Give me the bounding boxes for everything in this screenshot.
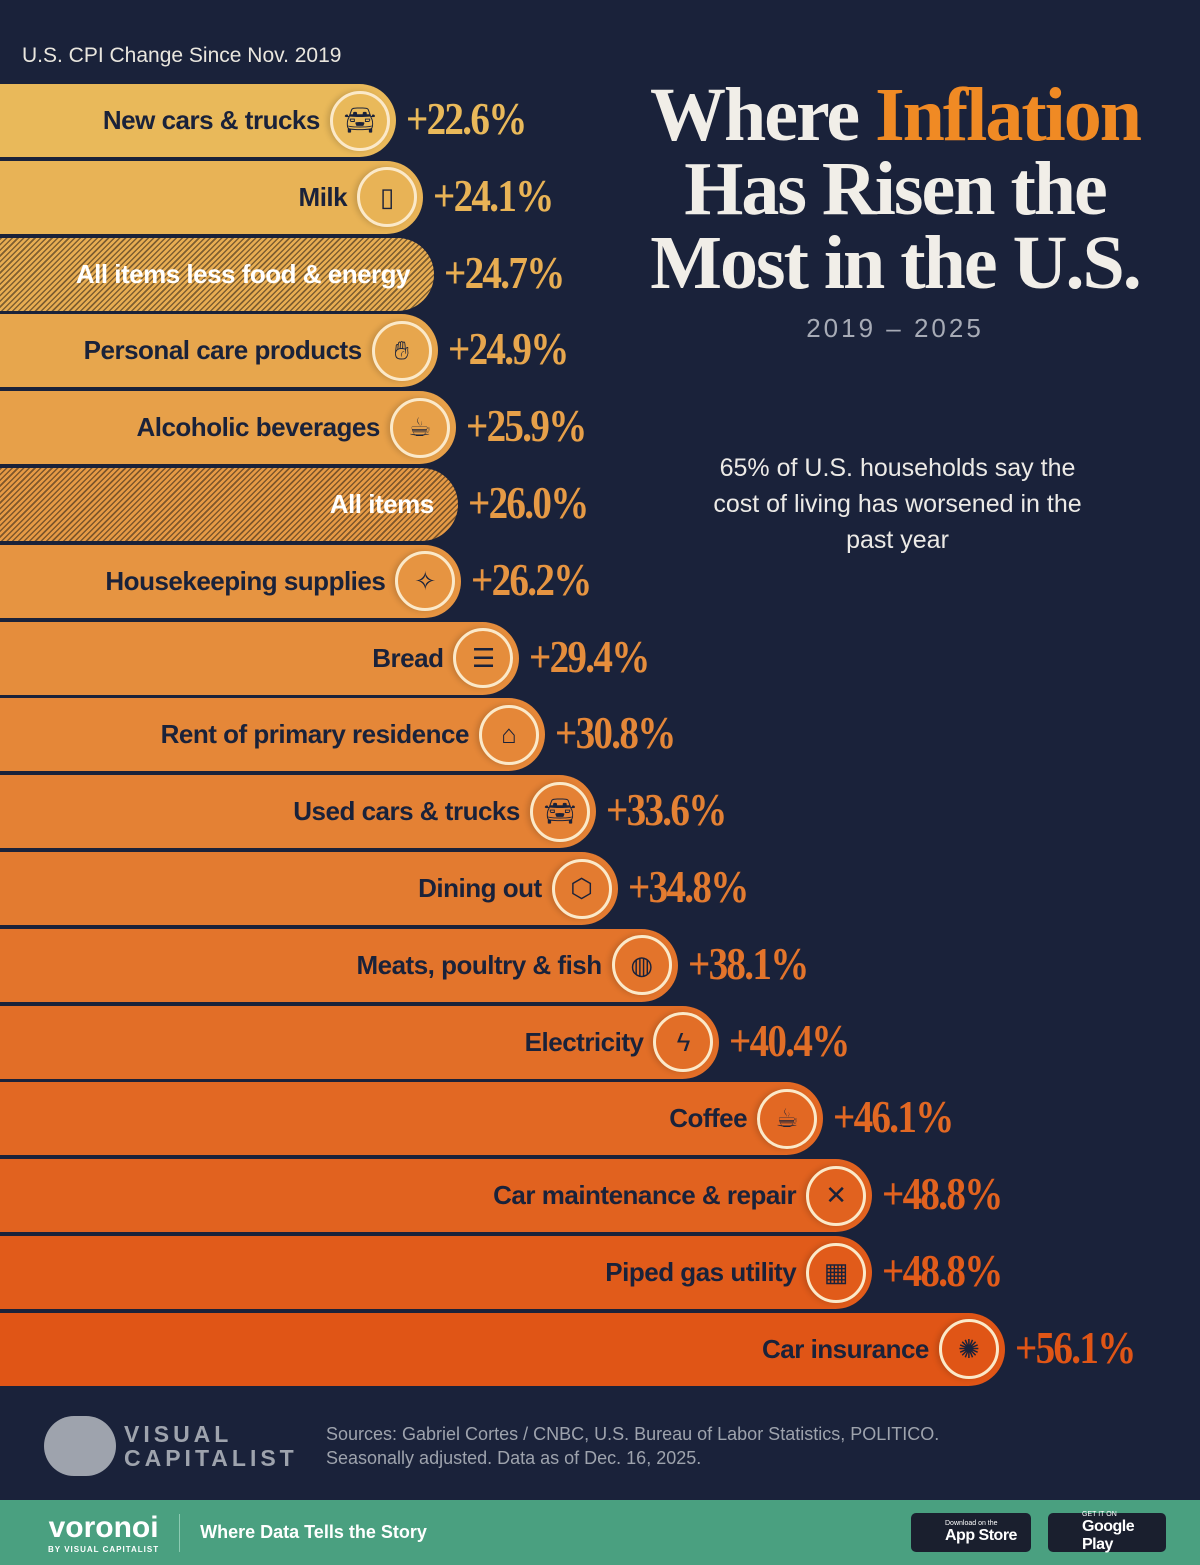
bar: Bread ☰ (0, 621, 520, 695)
value-label: +33.6% (605, 784, 727, 836)
bar: Alcoholic beverages ☕︎ (0, 391, 456, 465)
car-icon: 🚘︎ (329, 90, 390, 151)
value-label: +24.1% (433, 169, 554, 221)
bar: Car maintenance & repair ✕ (0, 1159, 873, 1233)
bar: Milk ▯ (0, 160, 424, 234)
house-icon: ⌂ (478, 704, 539, 765)
tagline: Where Data Tells the Story (200, 1522, 427, 1542)
bar: Car insurance ✺ (0, 1312, 1005, 1386)
sources-line1: Sources: Gabriel Cortes / CNBC, U.S. Bur… (326, 1424, 940, 1444)
bar: Personal care products ✋︎ (0, 314, 438, 388)
sources: Sources: Gabriel Cortes / CNBC, U.S. Bur… (326, 1422, 939, 1470)
takeout-box-icon: ⬡ (551, 858, 612, 919)
stove-icon: ▦ (806, 1242, 867, 1303)
car-icon: 🚘︎ (529, 781, 590, 842)
title-part1: Where (649, 73, 876, 157)
google-play-button[interactable]: GET IT ON Google Play (1048, 1511, 1166, 1553)
value-label: +26.0% (467, 477, 589, 528)
sources-line2: Seasonally adjusted. Data as of Dec. 16,… (326, 1448, 702, 1468)
bar-label: Piped gas utility (605, 1257, 797, 1287)
bar-label: Meats, poultry & fish (356, 949, 602, 980)
bar: Electricity ϟ (0, 1005, 720, 1079)
bar: Piped gas utility ▦ (0, 1236, 873, 1309)
bar: Housekeeping supplies ✧ (0, 544, 462, 618)
value-label: +30.8% (554, 707, 676, 759)
sandwich-icon: ☰ (453, 628, 514, 689)
bar-label: Electricity (524, 1026, 644, 1057)
value-label: +46.1% (833, 1091, 954, 1143)
chart-subtitle: U.S. CPI Change Since Nov. 2019 (22, 44, 342, 67)
bar: New cars & trucks 🚘︎ (0, 84, 396, 157)
bar: Coffee ☕︎ (0, 1082, 824, 1156)
bar-label: Car insurance (761, 1333, 929, 1364)
value-label: +38.1% (687, 937, 809, 989)
google-play-label: Google Play (1082, 1518, 1135, 1553)
logo-text: VISUAL CAPITALIST (124, 1421, 298, 1471)
coffee-cup-icon: ☕︎ (757, 1088, 818, 1149)
bar-label: New cars & trucks (102, 105, 320, 135)
value-label: +26.2% (471, 553, 592, 605)
app-store-button[interactable]: Download on the App Store (911, 1513, 1031, 1552)
bar-label: Milk (298, 181, 348, 212)
bar-label: All items (329, 489, 434, 519)
milk-carton-icon: ▯ (357, 167, 418, 228)
steak-icon: ◍ (611, 935, 672, 996)
divider (179, 1513, 181, 1552)
broom-icon: ✧ (395, 551, 456, 612)
bar-label: Coffee (669, 1103, 748, 1134)
title-part2: Has Risen the Most in the U.S. (650, 147, 1141, 305)
value-label: +22.6% (405, 93, 527, 144)
visual-capitalist-logo: VISUAL CAPITALIST (44, 1416, 298, 1476)
car-crash-icon: ✺ (938, 1319, 999, 1380)
app-store-small: Download on the (945, 1520, 998, 1527)
bar-label: Alcoholic beverages (136, 412, 380, 443)
bar-label: Bread (372, 642, 444, 673)
value-label: +48.8% (882, 1168, 1003, 1220)
value-label: +40.4% (729, 1014, 850, 1066)
bar-label: Rent of primary residence (160, 719, 470, 750)
value-label: +24.9% (447, 323, 569, 375)
survey-note: 65% of U.S. households say the cost of l… (713, 454, 1082, 554)
lightning-icon: ϟ (653, 1012, 714, 1073)
brand-name: voronoi (48, 1511, 159, 1544)
hand-soap-icon: ✋︎ (371, 320, 432, 381)
bar-label: Car maintenance & repair (493, 1180, 797, 1211)
year-range: 2019 – 2025 (806, 313, 984, 343)
bar: All items less food & energy (0, 237, 435, 311)
app-store-label: App Store (945, 1527, 1017, 1544)
beer-mug-icon: ☕︎ (389, 397, 450, 458)
brand-by: BY VISUAL CAPITALIST (48, 1545, 160, 1554)
bar: All items (0, 468, 458, 541)
bar: Meats, poultry & fish ◍ (0, 928, 678, 1002)
bar: Rent of primary residence ⌂ (0, 698, 545, 772)
value-label: +29.4% (529, 630, 650, 682)
value-label: +56.1% (1014, 1321, 1136, 1373)
bar-label: Dining out (418, 873, 542, 903)
tools-icon: ✕ (806, 1165, 867, 1226)
title-highlight: Inflation (875, 73, 1142, 157)
value-label: +24.7% (444, 246, 565, 298)
logo-mark-icon (44, 1416, 116, 1476)
bar-label: Used cars & trucks (293, 796, 520, 827)
bar-label: Housekeeping supplies (105, 565, 386, 596)
bar-label: All items less food & energy (75, 258, 411, 289)
value-label: +48.8% (882, 1245, 1003, 1296)
value-label: +34.8% (627, 861, 749, 912)
bar: Dining out ⬡ (0, 852, 618, 925)
bar-label: Personal care products (83, 335, 363, 366)
voronoi-logo[interactable]: voronoi BY VISUAL CAPITALIST (48, 1511, 159, 1554)
bar-chart: New cars & trucks 🚘︎ +22.6% Milk ▯ +24.1% All … (0, 84, 1136, 1386)
bar: Used cars & trucks 🚘︎ (0, 775, 596, 849)
value-label: +25.9% (465, 400, 587, 452)
google-play-small: GET IT ON (1082, 1511, 1117, 1518)
page-title: Where Inflation Has Risen the Most in the… (610, 77, 1180, 301)
